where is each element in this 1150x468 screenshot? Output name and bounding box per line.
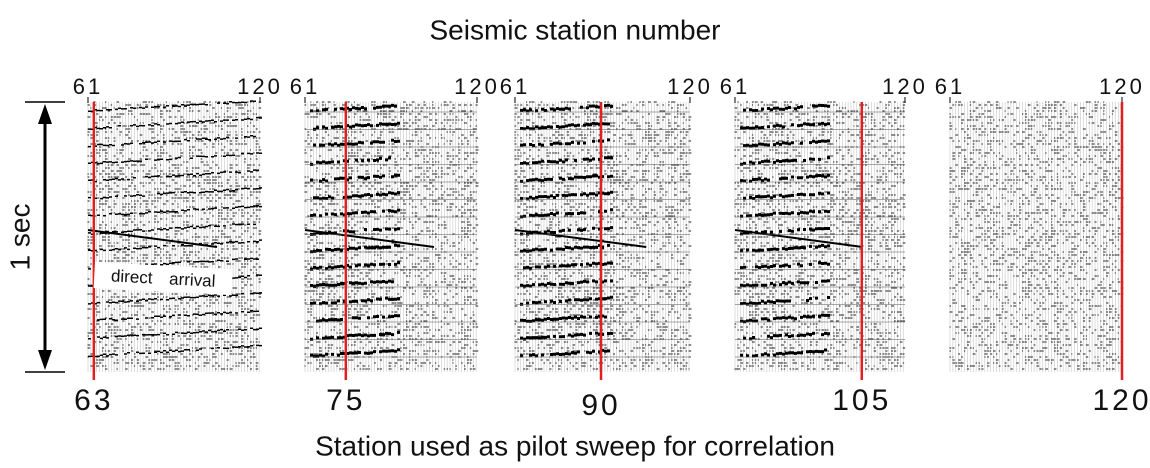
reflection-events xyxy=(520,103,613,358)
direct-arrival-line xyxy=(87,229,218,248)
trace-noise xyxy=(734,101,906,370)
annotation-box xyxy=(93,262,233,296)
station-tick-label: 61 xyxy=(73,74,103,99)
trace-grid xyxy=(515,111,690,358)
station-tick-label: 120 xyxy=(1099,74,1145,99)
seismic-panel xyxy=(514,101,692,372)
annotation: direct arrival xyxy=(93,262,233,296)
trace-grid xyxy=(305,111,477,358)
trace-noise xyxy=(949,101,1124,370)
direct-arrival-line xyxy=(734,229,863,248)
figure-title: Seismic station number xyxy=(429,14,720,45)
x-axis-label: Station used as pilot sweep for correlat… xyxy=(315,430,835,461)
direct-arrival-line xyxy=(514,229,647,248)
time-label: 1 sec xyxy=(4,204,35,271)
seismic-panel xyxy=(87,100,262,372)
pilot-label: 90 xyxy=(581,389,620,422)
pilot-label: 63 xyxy=(74,384,113,417)
reflection-events xyxy=(310,103,400,358)
direct-arrival-line xyxy=(304,229,435,248)
pilot-label: 120 xyxy=(1092,384,1150,417)
station-tick-label: 61 xyxy=(290,74,320,99)
arrow-head xyxy=(38,104,52,124)
pilot-label: 105 xyxy=(832,384,891,417)
station-tick-label: 120 xyxy=(667,74,713,99)
seismic-panel xyxy=(734,101,906,372)
station-tick-label: 61 xyxy=(500,74,530,99)
station-tick-label: 120 xyxy=(454,74,500,99)
station-tick-label: 61 xyxy=(935,74,965,99)
pilot-label: 75 xyxy=(326,384,365,417)
trace-lines xyxy=(87,102,260,372)
reflection-events xyxy=(740,103,830,358)
station-tick-label: 120 xyxy=(882,74,928,99)
station-tick-label: 120 xyxy=(237,74,283,99)
arrow-head xyxy=(38,350,52,370)
trace-noise xyxy=(304,101,479,370)
seismic-panel xyxy=(949,101,1124,372)
seismic-panel xyxy=(304,101,479,372)
station-tick-label: 61 xyxy=(720,74,750,99)
time-scale: 1 sec xyxy=(4,101,65,373)
trace-lines xyxy=(304,102,477,372)
trace-grid xyxy=(735,111,905,358)
